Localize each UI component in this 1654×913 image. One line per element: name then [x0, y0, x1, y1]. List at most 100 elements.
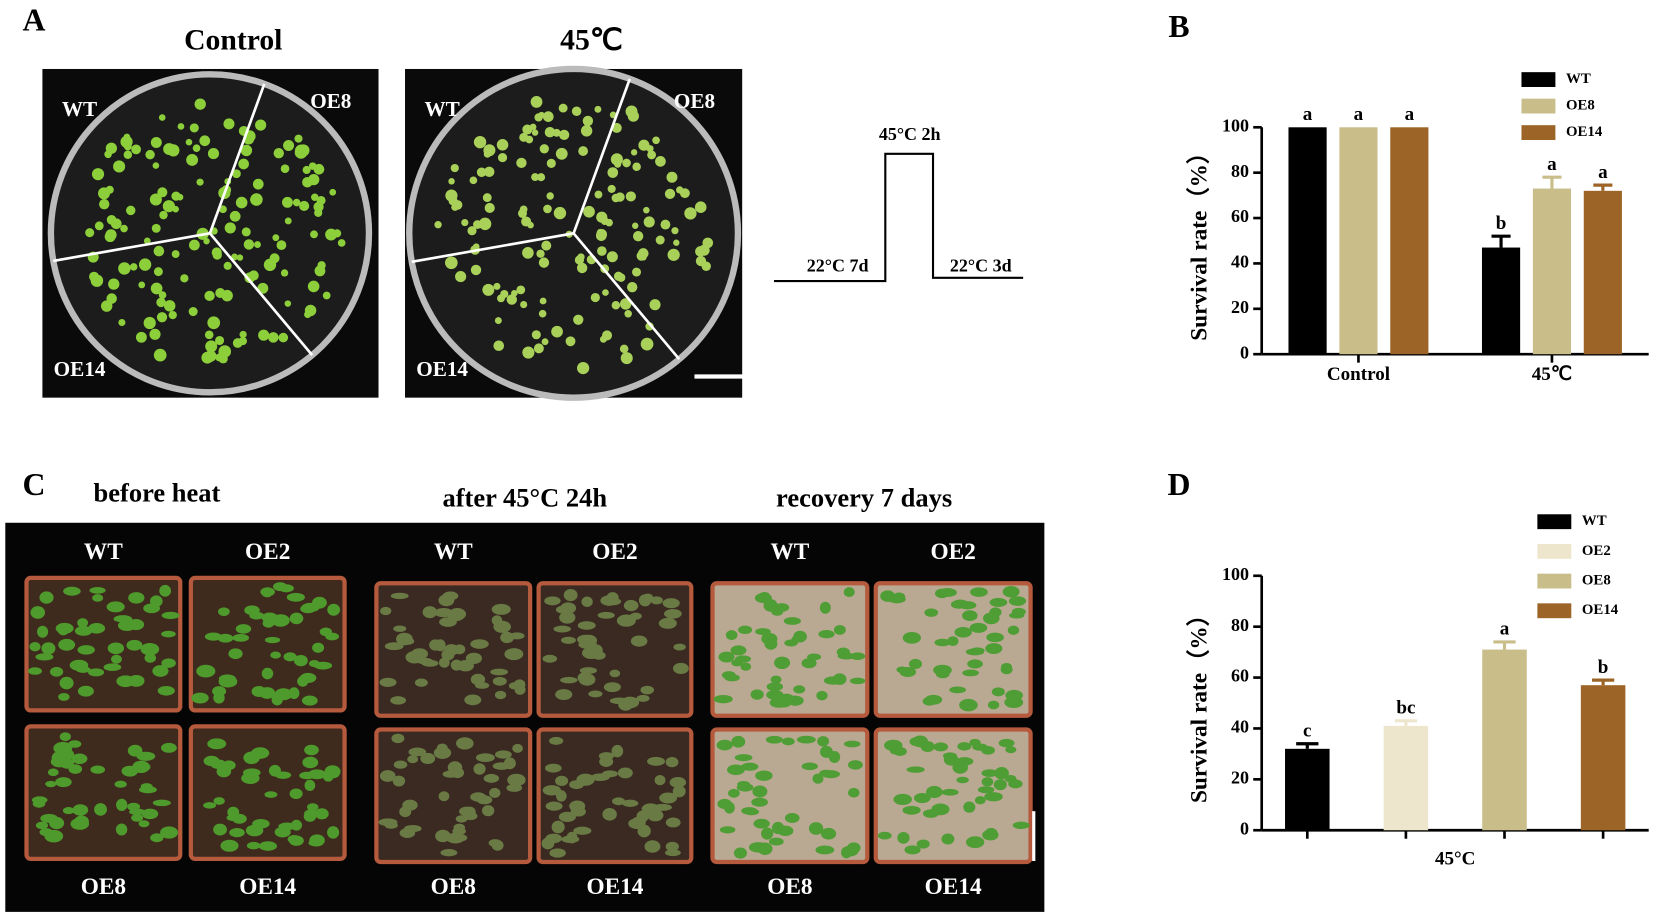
seedling [161, 658, 176, 668]
seedling [649, 299, 661, 311]
seedling [276, 240, 287, 251]
seedling [664, 608, 682, 619]
seedling [180, 274, 189, 283]
seedling [574, 255, 585, 265]
seedling [429, 639, 442, 651]
seedling [734, 754, 753, 762]
seedling [158, 114, 166, 121]
seedling [100, 300, 113, 312]
seedling [783, 617, 801, 625]
seedling [113, 160, 126, 173]
seedling [232, 633, 250, 642]
seedling [672, 785, 686, 798]
seedling [496, 139, 509, 151]
seedling [820, 827, 837, 840]
legend-swatch [1521, 98, 1556, 114]
seedling [138, 820, 150, 828]
seedling [327, 826, 340, 839]
seedling [623, 599, 639, 612]
seedling [503, 757, 516, 770]
seedling [255, 119, 267, 131]
seedling [160, 742, 177, 753]
seedling [850, 652, 866, 661]
seedling [725, 630, 738, 641]
seedling [553, 625, 571, 633]
seedling [220, 839, 239, 852]
seedling [819, 601, 831, 614]
seedling [771, 607, 784, 616]
seedling [280, 269, 289, 277]
seedling [488, 839, 502, 847]
seedling [926, 785, 943, 799]
seedling [476, 795, 493, 805]
seedling [582, 115, 594, 127]
seedling [292, 198, 301, 207]
seedling [149, 193, 162, 206]
seedling [205, 340, 218, 353]
y-tick-label: 100 [1222, 564, 1249, 584]
seedling [679, 188, 690, 199]
y-tick-label: 40 [1231, 717, 1249, 737]
seedling [559, 611, 576, 624]
seedling [151, 223, 161, 233]
seedling [599, 756, 614, 767]
seedling [282, 196, 293, 208]
significance-letter: a [1500, 619, 1510, 640]
y-tick-label: 40 [1231, 252, 1249, 272]
seedling [473, 763, 486, 775]
seedling [673, 239, 680, 246]
seedling [774, 656, 791, 670]
seedling [227, 806, 240, 818]
seedling [259, 687, 276, 699]
seedling [68, 740, 82, 748]
seedling [49, 666, 64, 677]
seedling [615, 192, 625, 202]
seedling [289, 788, 303, 800]
treatment-text: 22°C 3d [950, 255, 1012, 275]
seedling [843, 587, 855, 598]
seedling [595, 230, 607, 242]
seedling [594, 190, 603, 199]
seedling [622, 799, 639, 807]
panel-label: B [1168, 9, 1189, 44]
seedling [666, 171, 678, 183]
seedling [597, 611, 615, 619]
seedling [494, 317, 502, 325]
seedling [654, 775, 666, 786]
seedling [293, 654, 308, 667]
x-tick-label: 45℃ [1532, 364, 1573, 385]
seedling [104, 231, 116, 243]
divider [208, 83, 266, 234]
seedling [241, 227, 251, 237]
seedling [457, 659, 474, 672]
seedling [77, 685, 94, 697]
seedling [390, 696, 407, 705]
seedling [438, 791, 450, 802]
seedling [612, 797, 626, 806]
seedling [640, 685, 655, 695]
seedling [560, 676, 578, 684]
seedling [848, 760, 863, 770]
seedling [99, 198, 110, 210]
seedling [506, 294, 518, 305]
seedling [163, 143, 176, 156]
seedling [482, 193, 492, 202]
y-axis-label: Survival rate（%） [1186, 141, 1213, 341]
pot-label: WT [770, 539, 809, 565]
seedling [240, 144, 253, 157]
seedling [30, 606, 46, 619]
condition-title: recovery 7 days [776, 483, 952, 513]
seedling [728, 788, 740, 798]
seedling [123, 150, 133, 160]
seedling [404, 824, 422, 833]
treatment-text: 22°C 7d [807, 255, 869, 275]
seedling [164, 300, 176, 312]
seedling [308, 174, 320, 186]
bar [1390, 127, 1429, 355]
seedling [660, 219, 671, 230]
seedling [764, 638, 778, 650]
divider [572, 232, 681, 361]
seedling [1007, 625, 1020, 635]
seedling [801, 658, 817, 669]
seedling [991, 687, 1005, 697]
